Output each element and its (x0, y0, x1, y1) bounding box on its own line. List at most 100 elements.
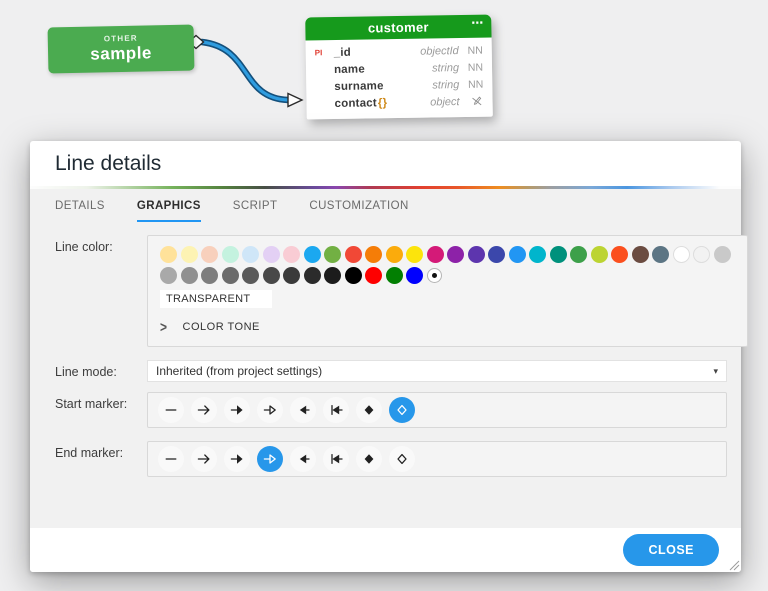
marker-option-arrow-open[interactable] (191, 397, 217, 423)
marker-option-diamond-open[interactable] (389, 446, 415, 472)
marker-option-none[interactable] (158, 397, 184, 423)
table-menu-icon[interactable]: ⋯ (471, 15, 485, 30)
line-mode-value: Inherited (from project settings) (156, 364, 323, 378)
tab-script[interactable]: SCRIPT (232, 200, 278, 212)
marker-option-arrow-filled[interactable] (224, 397, 250, 423)
marker-option-diamond-filled[interactable] (356, 446, 382, 472)
color-swatch[interactable] (201, 246, 218, 263)
line-mode-select[interactable]: Inherited (from project settings) ▾ (147, 360, 727, 382)
color-swatch[interactable] (160, 267, 177, 284)
field-type: objectId (420, 44, 459, 58)
start-marker-row: Start marker: (55, 392, 727, 428)
color-swatch[interactable] (385, 246, 403, 263)
chevron-right-icon: > (160, 318, 168, 336)
color-palette-panel: TRANSPARENT > COLOR TONE (147, 235, 748, 347)
not-null-flag: NN (467, 61, 484, 74)
color-swatch[interactable] (324, 246, 341, 263)
color-swatch[interactable] (344, 267, 362, 284)
color-swatch[interactable] (242, 246, 259, 263)
not-null-flag: NN (468, 78, 484, 91)
line-color-row: Line color: TRANSPARENT > COLOR TONE (55, 235, 748, 347)
field-name: contact{} (334, 96, 388, 110)
end-marker-row: End marker: (55, 441, 727, 477)
field-type: string (432, 78, 460, 91)
color-swatch[interactable] (385, 267, 403, 284)
marker-option-triangle-bar[interactable] (323, 397, 349, 423)
tab-details[interactable]: DETAILS (55, 200, 105, 212)
color-swatch[interactable] (365, 246, 382, 263)
close-button[interactable]: CLOSE (623, 534, 719, 566)
color-swatch[interactable] (406, 246, 423, 263)
color-swatch[interactable] (303, 246, 321, 263)
marker-option-triangle-filled[interactable] (290, 397, 316, 423)
modal-footer: CLOSE (30, 528, 741, 572)
color-swatch[interactable] (283, 267, 300, 284)
color-swatch[interactable] (201, 267, 218, 284)
entity-type-badge: OTHER (103, 33, 138, 44)
customer-table[interactable]: customer ⋯ PI _id objectId NN name string NN su… (305, 14, 493, 120)
color-swatch[interactable] (447, 246, 464, 263)
tab-graphics[interactable]: GRAPHICS (136, 189, 201, 222)
marker-option-none[interactable] (158, 446, 184, 472)
marker-option-triangle-bar[interactable] (323, 446, 349, 472)
color-swatch[interactable] (611, 246, 628, 263)
marker-option-arrow-open[interactable] (191, 446, 217, 472)
marker-option-diamond-open[interactable] (389, 397, 415, 423)
modal-header: Line details (30, 141, 741, 186)
field-type: object (430, 95, 460, 109)
color-swatch[interactable] (631, 246, 649, 263)
color-swatch[interactable] (590, 246, 608, 263)
table-header[interactable]: customer ⋯ (305, 14, 492, 41)
color-tone-expander[interactable]: > COLOR TONE (160, 318, 735, 336)
modal-title: Line details (55, 151, 162, 175)
rainbow-divider (30, 186, 741, 189)
color-swatch[interactable] (242, 267, 259, 284)
color-swatch[interactable] (549, 246, 567, 263)
marker-option-triangle-filled[interactable] (290, 446, 316, 472)
color-swatch[interactable] (488, 246, 505, 263)
marker-option-arrow-filled[interactable] (224, 446, 250, 472)
color-swatch[interactable] (180, 246, 198, 263)
color-swatch[interactable] (160, 246, 177, 263)
color-swatch[interactable] (324, 267, 341, 284)
tab-customization[interactable]: CUSTOMIZATION (309, 200, 409, 212)
color-swatch[interactable] (283, 246, 300, 263)
color-swatch[interactable] (221, 246, 239, 263)
color-swatch[interactable] (672, 246, 690, 263)
transparent-button[interactable]: TRANSPARENT (160, 290, 272, 308)
color-swatch[interactable] (303, 267, 321, 284)
marker-option-diamond-filled[interactable] (356, 397, 382, 423)
marker-option-triangle-open[interactable] (257, 446, 283, 472)
table-title: customer (367, 19, 429, 36)
selected-color-indicator[interactable] (426, 268, 442, 283)
sample-entity[interactable]: OTHER sample (47, 24, 195, 74)
end-marker-panel (147, 441, 727, 477)
color-swatch[interactable] (262, 246, 280, 263)
color-swatch[interactable] (529, 246, 546, 263)
line-mode-label: Line mode: (55, 365, 117, 379)
end-arrow-marker[interactable] (287, 92, 304, 108)
color-swatch[interactable] (713, 246, 731, 263)
table-row[interactable]: contact{} object (306, 93, 492, 113)
object-brace: {} (377, 96, 388, 109)
color-swatch[interactable] (344, 246, 362, 263)
field-type: string (432, 61, 460, 74)
pencil-slash-icon (459, 95, 483, 108)
color-swatch[interactable] (180, 267, 198, 284)
start-marker-label: Start marker: (55, 397, 128, 411)
color-swatch[interactable] (426, 246, 444, 263)
color-swatch[interactable] (365, 267, 382, 284)
color-swatch[interactable] (262, 267, 280, 284)
resize-handle[interactable] (728, 559, 740, 571)
line-color-label: Line color: (55, 240, 113, 254)
marker-option-triangle-open[interactable] (257, 397, 283, 423)
color-swatch[interactable] (508, 246, 526, 263)
color-swatch[interactable] (693, 246, 710, 263)
color-swatch[interactable] (221, 267, 239, 284)
not-null-flag: NN (467, 44, 483, 57)
color-swatch[interactable] (406, 267, 423, 284)
color-swatch[interactable] (652, 246, 669, 263)
color-swatch[interactable] (570, 246, 587, 263)
color-swatch[interactable] (467, 246, 485, 263)
